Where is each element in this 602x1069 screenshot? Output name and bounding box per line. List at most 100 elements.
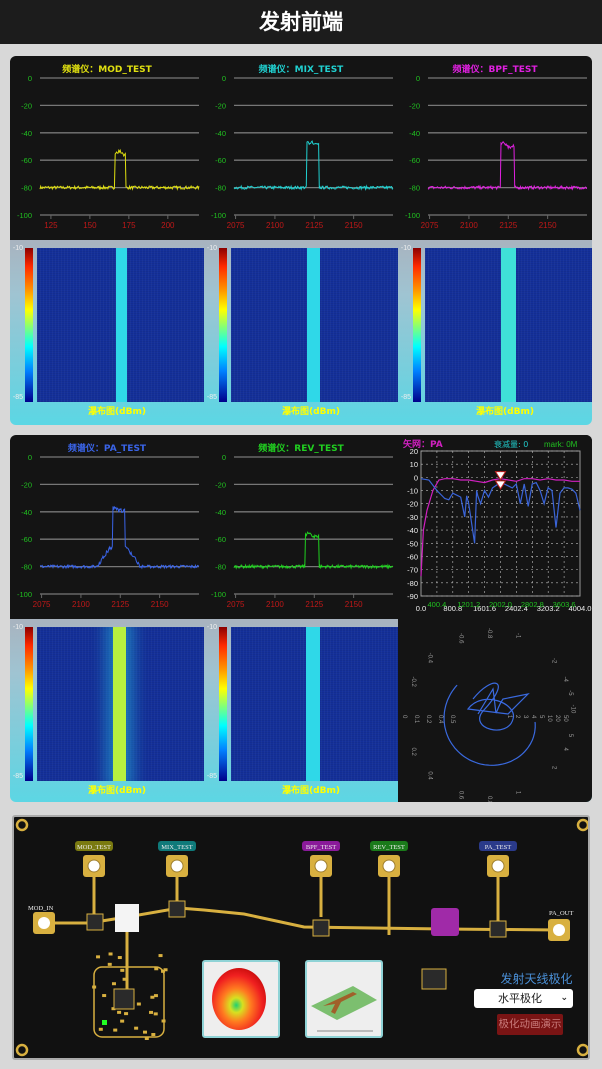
spectrum-trace bbox=[39, 505, 200, 570]
test-port-label: BPF_TEST bbox=[306, 844, 336, 851]
sma-connector-center bbox=[553, 924, 565, 936]
sma-connector-center bbox=[87, 859, 101, 873]
pa-module bbox=[431, 908, 459, 936]
y-tick-label: -60 bbox=[21, 535, 32, 544]
chevron-down-icon: ⌄ bbox=[560, 993, 568, 1003]
y-tick-label: 0 bbox=[416, 74, 420, 83]
smd-pad bbox=[117, 1010, 122, 1014]
smith-trace-loops bbox=[466, 682, 530, 731]
smd-pad bbox=[120, 968, 125, 972]
polarization-select[interactable]: 水平极化 ⌄ bbox=[474, 989, 573, 1008]
spectrum-chart-mod: 频谱仪：MOD_TEST 0 -20 -40 -60 -80 -100 125 150 175 20… bbox=[10, 56, 204, 240]
x-tick-label: 3203.2 bbox=[537, 604, 560, 613]
attenuation-label: 衰减量: 0 bbox=[494, 439, 528, 449]
y-tick-label: -30 bbox=[407, 513, 418, 522]
ic-chip bbox=[312, 919, 330, 937]
y-tick-label: -40 bbox=[407, 526, 418, 535]
smith-label: -1 bbox=[515, 633, 521, 639]
colorbar-min: -85 bbox=[206, 394, 217, 401]
smith-label: -4 bbox=[562, 677, 568, 683]
x-tick-label: 2100 bbox=[266, 600, 284, 609]
smd-pad bbox=[151, 1033, 156, 1037]
x-tick-label-minor: 1201.2 bbox=[457, 600, 480, 609]
smith-label: -0.8 bbox=[486, 628, 492, 639]
antenna-model-image[interactable] bbox=[305, 960, 383, 1038]
x-tick-label: 2402.4 bbox=[505, 604, 528, 613]
waterfall-band bbox=[307, 248, 321, 402]
y-tick-label: -60 bbox=[409, 156, 420, 165]
smith-label: 2 bbox=[550, 766, 556, 770]
x-tick-label: 125 bbox=[44, 221, 58, 230]
test-port-label: MOD_TEST bbox=[77, 844, 111, 851]
page-title: 发射前端 bbox=[0, 0, 602, 44]
waterfall-rev: -10 -85 瀑布图(dBm) bbox=[204, 619, 398, 802]
status-led bbox=[102, 1020, 107, 1025]
y-tick-label: -40 bbox=[409, 129, 420, 138]
smd-pad bbox=[144, 1037, 149, 1040]
smd-pad bbox=[102, 994, 107, 998]
chart-title: 频谱仪：BPF_TEST bbox=[452, 63, 538, 75]
radiation-pattern-image[interactable] bbox=[202, 960, 280, 1038]
smith-label: 1 bbox=[506, 715, 512, 719]
y-tick-label: -70 bbox=[407, 566, 418, 575]
y-tick-label: 20 bbox=[410, 447, 418, 456]
sma-connector-center bbox=[382, 859, 396, 873]
y-tick-label: 0 bbox=[28, 74, 32, 83]
y-tick-label: -100 bbox=[17, 211, 32, 220]
y-tick-label: -10 bbox=[407, 487, 418, 496]
smith-label: -2 bbox=[550, 658, 556, 664]
spectrum-trace bbox=[427, 141, 587, 191]
mounting-hole bbox=[576, 1043, 588, 1057]
smd-pad bbox=[124, 1012, 129, 1016]
smith-label: 0.4 bbox=[437, 715, 443, 724]
y-tick-label: -100 bbox=[211, 590, 226, 599]
x-tick-label-minor: 3603.6 bbox=[553, 600, 576, 609]
colorbar bbox=[25, 627, 33, 781]
vna-title: 矢网：PA bbox=[403, 438, 443, 450]
y-tick-label: -40 bbox=[215, 508, 226, 517]
smd-pad bbox=[122, 977, 127, 981]
x-tick-label: 2150 bbox=[151, 600, 169, 609]
x-tick-label: 1601.6 bbox=[473, 604, 496, 613]
chart-title: 频谱仪：MIX_TEST bbox=[259, 63, 345, 75]
polarization-title: 发射天线极化 bbox=[500, 972, 573, 986]
mounting-hole bbox=[15, 818, 29, 832]
smd-pad bbox=[149, 1010, 154, 1014]
y-tick-label: 0 bbox=[222, 74, 226, 83]
smd-pad bbox=[108, 952, 113, 956]
waterfall-image bbox=[231, 627, 398, 781]
smd-pad bbox=[111, 982, 116, 986]
x-tick-label: 2150 bbox=[345, 221, 363, 230]
y-tick-label: -100 bbox=[405, 211, 420, 220]
smd-pad bbox=[111, 1007, 116, 1011]
waterfall-label: 瀑布图(dBm) bbox=[88, 407, 146, 417]
test-port-tag bbox=[370, 841, 408, 851]
waterfall-band bbox=[305, 627, 321, 781]
pcb-board: MOD_TEST MIX_TEST BPF_TEST REV_TEST PA_TEST M… bbox=[12, 815, 590, 1060]
waterfall-band bbox=[113, 627, 127, 781]
y-tick-label: -40 bbox=[21, 129, 32, 138]
colorbar bbox=[413, 248, 421, 402]
smd-pad bbox=[161, 1019, 166, 1023]
marker-icon bbox=[494, 480, 507, 490]
mcu-area bbox=[93, 966, 165, 1038]
smith-label: 4 bbox=[562, 747, 568, 751]
smd-pad bbox=[98, 1027, 103, 1031]
waterfall-label: 瀑布图(dBm) bbox=[88, 786, 146, 796]
smd-pad bbox=[158, 954, 163, 958]
waterfall-bpf: -10 -85 瀑布图(dBm) bbox=[398, 240, 592, 425]
x-tick-label: 2125 bbox=[305, 600, 323, 609]
smd-pad bbox=[153, 1012, 158, 1016]
colorbar bbox=[25, 248, 33, 402]
y-tick-label: -20 bbox=[215, 101, 226, 110]
polarization-demo-button[interactable]: 极化动画演示 bbox=[497, 1014, 563, 1035]
y-tick-label: -100 bbox=[211, 211, 226, 220]
y-tick-label: -60 bbox=[215, 535, 226, 544]
smith-label: 3 bbox=[522, 715, 528, 719]
smith-label: -10 bbox=[570, 705, 576, 714]
x-tick-label: 2075 bbox=[421, 221, 439, 230]
smd-pad bbox=[107, 962, 112, 966]
smith-label: -0.6 bbox=[457, 633, 463, 644]
ic-chip bbox=[86, 913, 104, 931]
y-tick-label: -60 bbox=[215, 156, 226, 165]
